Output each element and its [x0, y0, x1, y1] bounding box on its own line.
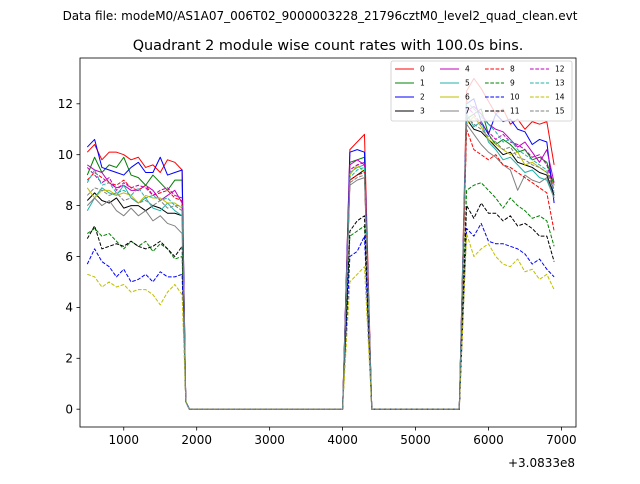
- y-tick-label-6: 6: [65, 250, 73, 264]
- x-tick-label-1000: 1000: [108, 433, 139, 447]
- series-line-8: [86, 128, 555, 410]
- series-lines: [86, 77, 555, 410]
- series-line-10: [86, 222, 555, 410]
- series-line-13: [86, 100, 555, 410]
- legend-label-14: 14: [555, 93, 565, 102]
- legend-label-11: 11: [510, 107, 520, 116]
- legend-label-7: 7: [465, 107, 470, 116]
- legend-label-4: 4: [465, 65, 470, 74]
- x-tick-label-3000: 3000: [254, 433, 285, 447]
- legend-label-0: 0: [420, 65, 425, 74]
- x-tick-label-4000: 4000: [327, 433, 358, 447]
- y-tick-label-10: 10: [58, 148, 73, 162]
- legend-label-10: 10: [510, 93, 520, 102]
- series-line-9: [87, 182, 555, 410]
- legend-label-3: 3: [420, 107, 425, 116]
- chart-title: Quadrant 2 module wise count rates with …: [133, 38, 524, 54]
- y-tick-label-2: 2: [65, 352, 73, 366]
- y-tick-label-12: 12: [58, 97, 73, 111]
- legend-label-1: 1: [420, 79, 425, 88]
- legend-label-5: 5: [465, 79, 470, 88]
- x-axis-offset-label: +3.0833e8: [508, 456, 575, 470]
- figure-suptitle: Data file: modeM0/AS1A07_006T02_90000032…: [63, 9, 578, 23]
- legend-label-13: 13: [555, 79, 565, 88]
- x-tick-label-5000: 5000: [400, 433, 431, 447]
- series-line-2: [86, 98, 555, 410]
- legend-label-15: 15: [555, 107, 565, 116]
- legend-label-8: 8: [510, 65, 515, 74]
- x-tick-label-6000: 6000: [473, 433, 504, 447]
- y-tick-label-4: 4: [65, 301, 73, 315]
- series-line-12: [86, 105, 555, 410]
- y-tick-label-8: 8: [65, 199, 73, 213]
- series-line-15: [86, 116, 555, 410]
- legend-label-6: 6: [465, 93, 470, 102]
- legend-frame: [390, 60, 573, 122]
- legend-label-2: 2: [420, 93, 425, 102]
- series-line-6: [86, 116, 555, 410]
- x-tick-label-7000: 7000: [546, 433, 577, 447]
- series-line-14: [87, 233, 555, 410]
- axes-frame: [79, 57, 577, 428]
- x-tick-label-2000: 2000: [181, 433, 212, 447]
- legend-label-12: 12: [555, 65, 565, 74]
- plot-area: 1000 2000 3000 4000 5000 6000 7000024681012012…: [58, 57, 577, 447]
- series-line-11: [86, 202, 555, 410]
- legend-label-9: 9: [510, 79, 515, 88]
- y-tick-label-0: 0: [65, 402, 73, 416]
